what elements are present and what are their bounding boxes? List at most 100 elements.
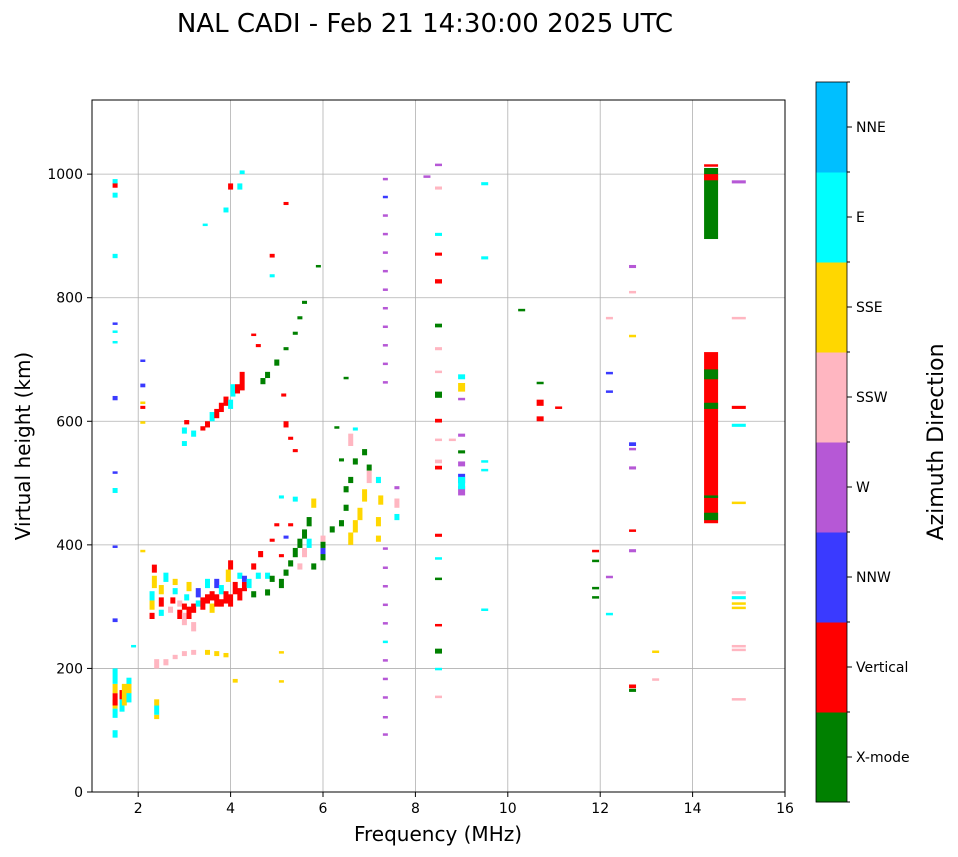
data-point-w xyxy=(382,622,388,625)
data-point-sse xyxy=(209,603,215,613)
data-point-vertical xyxy=(151,564,157,573)
data-point-vertical xyxy=(237,588,243,601)
data-point-x-mode xyxy=(320,541,326,548)
data-point-vertical xyxy=(214,594,220,607)
data-point-vertical xyxy=(112,182,118,188)
data-point-vertical xyxy=(228,560,234,570)
data-point-x-mode xyxy=(320,554,326,561)
data-point-e xyxy=(265,572,271,579)
data-point-w xyxy=(629,447,637,451)
data-point-sse xyxy=(140,549,146,553)
chart-title: NAL CADI - Feb 21 14:30:00 2025 UTC xyxy=(177,9,673,39)
data-point-vertical xyxy=(435,623,442,627)
data-point-w xyxy=(458,433,466,437)
data-point-vertical xyxy=(241,581,247,592)
data-point-sse xyxy=(362,489,368,502)
colorbar-label-vertical: Vertical xyxy=(856,660,908,676)
data-point-w xyxy=(382,251,388,254)
data-point-x-mode xyxy=(302,529,308,539)
data-point-sse xyxy=(186,581,192,592)
data-point-x-mode xyxy=(704,495,719,498)
data-point-e xyxy=(481,182,489,186)
data-point-e xyxy=(435,232,442,236)
data-point-x-mode xyxy=(260,378,266,385)
data-point-e xyxy=(112,488,118,493)
data-point-vertical xyxy=(281,393,287,397)
data-point-ssw xyxy=(731,648,746,652)
data-point-nnw xyxy=(605,371,613,375)
x-axis-ticks: 2 4 6 8 10 12 14 16 xyxy=(134,792,794,817)
data-point-e xyxy=(481,460,489,463)
data-point-sse xyxy=(278,680,284,683)
colorbar-swatch xyxy=(816,622,847,713)
data-point-e xyxy=(112,340,118,344)
data-point-vertical xyxy=(251,563,257,570)
data-point-w xyxy=(382,696,388,699)
data-point-x-mode xyxy=(348,476,354,484)
data-point-nnw xyxy=(112,395,118,401)
data-point-e xyxy=(158,609,164,616)
data-point-vertical xyxy=(223,396,229,406)
data-point-w xyxy=(382,603,388,607)
data-point-vertical xyxy=(435,252,442,256)
x-tick-label: 4 xyxy=(226,801,235,817)
x-tick-label: 12 xyxy=(591,801,609,817)
data-point-ssw xyxy=(172,654,178,660)
data-point-x-mode xyxy=(315,264,321,268)
data-point-vertical xyxy=(704,352,719,524)
data-point-sse xyxy=(232,678,238,683)
data-point-e xyxy=(112,253,118,259)
data-point-e xyxy=(195,600,201,607)
data-point-ssw xyxy=(191,622,197,632)
data-point-sse xyxy=(375,517,381,527)
data-point-e xyxy=(181,441,187,446)
data-point-e xyxy=(605,612,613,616)
data-point-vertical xyxy=(435,418,442,423)
data-point-x-mode xyxy=(343,486,349,493)
data-point-sse xyxy=(158,585,164,595)
x-tick-label: 16 xyxy=(776,801,794,817)
data-point-vertical xyxy=(218,402,224,413)
data-point-ssw xyxy=(348,433,354,446)
data-point-nnw xyxy=(112,322,118,325)
data-point-x-mode xyxy=(297,316,303,320)
data-point-sse xyxy=(458,382,466,392)
data-point-e xyxy=(237,572,243,579)
data-point-x-mode xyxy=(311,563,317,570)
data-point-x-mode xyxy=(343,504,349,511)
data-point-x-mode xyxy=(306,517,312,527)
data-point-x-mode xyxy=(366,464,372,471)
data-point-x-mode xyxy=(329,526,335,533)
data-point-e xyxy=(218,585,224,595)
data-point-w xyxy=(629,264,637,269)
data-point-vertical xyxy=(218,599,224,607)
data-point-x-mode xyxy=(343,376,349,380)
data-point-x-mode xyxy=(704,512,719,521)
colorbar-label-x-mode: X-mode xyxy=(856,750,910,766)
data-point-x-mode xyxy=(704,402,719,409)
y-tick-label: 1000 xyxy=(47,167,83,183)
data-point-ssw xyxy=(448,438,456,442)
data-point-vertical xyxy=(223,591,229,604)
data-point-ssw xyxy=(731,591,746,595)
data-point-x-mode xyxy=(334,426,340,429)
x-tick-label: 10 xyxy=(499,801,517,817)
data-point-nnw xyxy=(112,471,118,474)
data-point-w xyxy=(382,177,388,181)
y-tick-label: 800 xyxy=(56,291,83,307)
data-point-vertical xyxy=(629,529,637,532)
data-point-e xyxy=(112,330,118,333)
data-point-x-mode xyxy=(292,547,298,558)
data-point-sse xyxy=(731,606,746,610)
data-point-x-mode xyxy=(435,391,442,398)
data-point-x-mode xyxy=(435,577,442,581)
data-point-w xyxy=(435,163,442,167)
data-point-vertical xyxy=(269,538,275,542)
data-point-x-mode xyxy=(283,569,289,576)
data-point-sse xyxy=(140,401,146,405)
data-point-e xyxy=(184,594,190,601)
data-point-e xyxy=(352,427,358,431)
data-point-ssw xyxy=(163,659,169,666)
data-point-x-mode xyxy=(338,458,344,462)
data-point-w xyxy=(731,180,746,184)
